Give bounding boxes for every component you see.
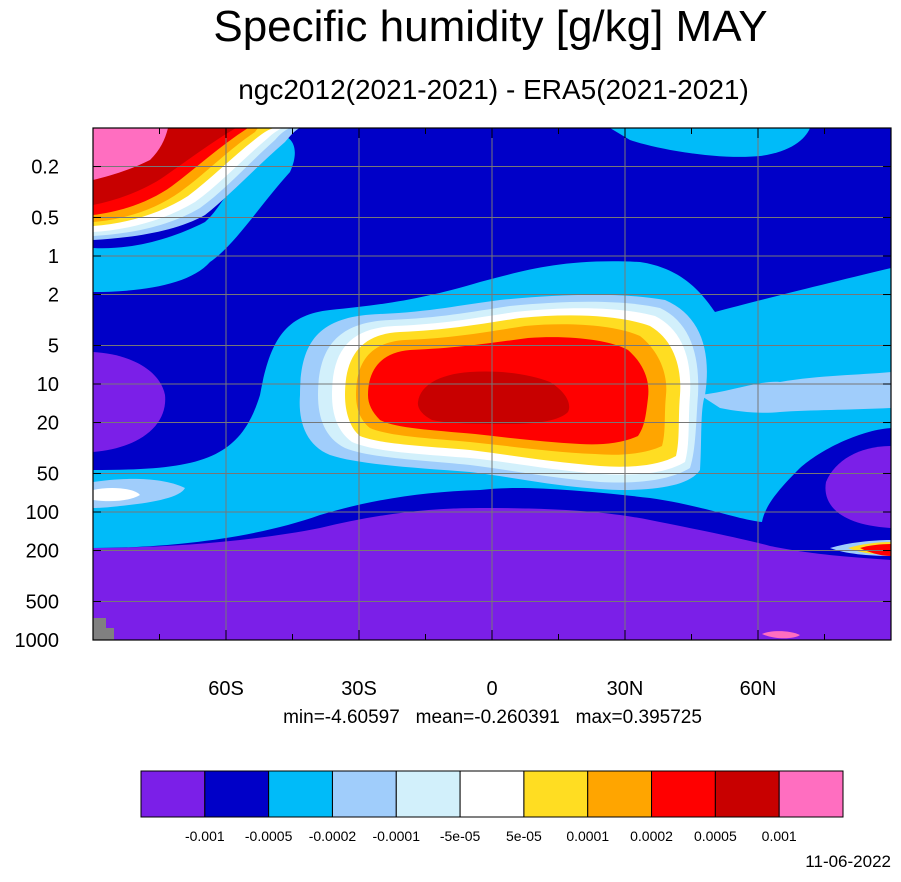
colorbar-swatch <box>204 770 270 818</box>
contour-band-red-lower-right <box>860 544 891 556</box>
date-label: 11-06-2022 <box>805 852 891 871</box>
x-tick-label: 60N <box>740 678 777 700</box>
contour-band-white-left <box>93 487 140 502</box>
y-axis: 0.2 0.5 1 2 5 10 20 50 100 200 500 1000 <box>15 157 891 652</box>
colorbar-swatch <box>587 770 653 818</box>
y-tick-label: 2 <box>48 285 59 307</box>
colorbar-label: 0.0005 <box>694 828 737 844</box>
colorbar-swatch <box>331 770 397 818</box>
y-tick-label: 1 <box>48 246 59 268</box>
colorbar: -0.001 -0.0005 -0.0002 -0.0001 -5e-05 5e-05 0.… <box>140 770 844 844</box>
y-tick-label: 0.5 <box>31 207 59 229</box>
contour-band-purple-right <box>825 446 891 528</box>
y-tick-label: 10 <box>37 374 59 396</box>
contour-band-pink-surface <box>762 631 800 639</box>
y-tick-label: 20 <box>37 413 59 435</box>
colorbar-label: 5e-05 <box>506 828 542 844</box>
colorbar-swatch <box>395 770 461 818</box>
y-tick-label: 0.2 <box>31 157 59 179</box>
y-tick-label: 50 <box>37 463 59 485</box>
grid-lines <box>93 128 891 641</box>
y-tick-label: 5 <box>48 335 59 357</box>
colorbar-swatch <box>268 770 333 818</box>
contour-band-purple-left <box>93 352 166 452</box>
colorbar-label: 0.0002 <box>630 828 673 844</box>
statistics-text: min=-4.60597 mean=-0.260391 max=0.395725 <box>283 707 702 728</box>
colorbar-swatch <box>523 770 589 818</box>
colorbar-swatch <box>459 770 525 818</box>
colorbar-label: -0.0001 <box>373 828 421 844</box>
contour-band-light-blue-top-right <box>610 128 810 157</box>
colorbar-label: -0.0002 <box>309 828 357 844</box>
contour-band-dark-red-center <box>417 371 570 424</box>
y-tick-label: 1000 <box>15 630 60 652</box>
chart-subtitle: ngc2012(2021-2021) - ERA5(2021-2021) <box>238 74 749 105</box>
colorbar-label: 0.0001 <box>566 828 609 844</box>
chart-title: Specific humidity [g/kg] MAY <box>213 2 768 51</box>
y-tick-label: 500 <box>26 591 59 613</box>
colorbar-swatch <box>140 770 206 818</box>
y-tick-label: 100 <box>26 502 59 524</box>
colorbar-swatch <box>714 770 780 818</box>
x-tick-label: 30N <box>607 678 644 700</box>
colorbar-label: -5e-05 <box>440 828 481 844</box>
colorbar-swatch <box>651 770 716 818</box>
contour-band-pale-blue-right <box>700 372 891 413</box>
colorbar-label: -0.0005 <box>245 828 293 844</box>
missing-data-region <box>93 618 114 640</box>
colorbar-label: -0.001 <box>185 828 225 844</box>
colorbar-swatch <box>778 770 844 818</box>
x-tick-label: 60S <box>208 678 244 700</box>
y-tick-label: 200 <box>26 541 59 563</box>
x-tick-label: 0 <box>486 678 497 700</box>
x-axis: 60S 30S 0 30N 60N <box>159 128 825 700</box>
colorbar-label: 0.001 <box>762 828 797 844</box>
x-tick-label: 30S <box>341 678 377 700</box>
